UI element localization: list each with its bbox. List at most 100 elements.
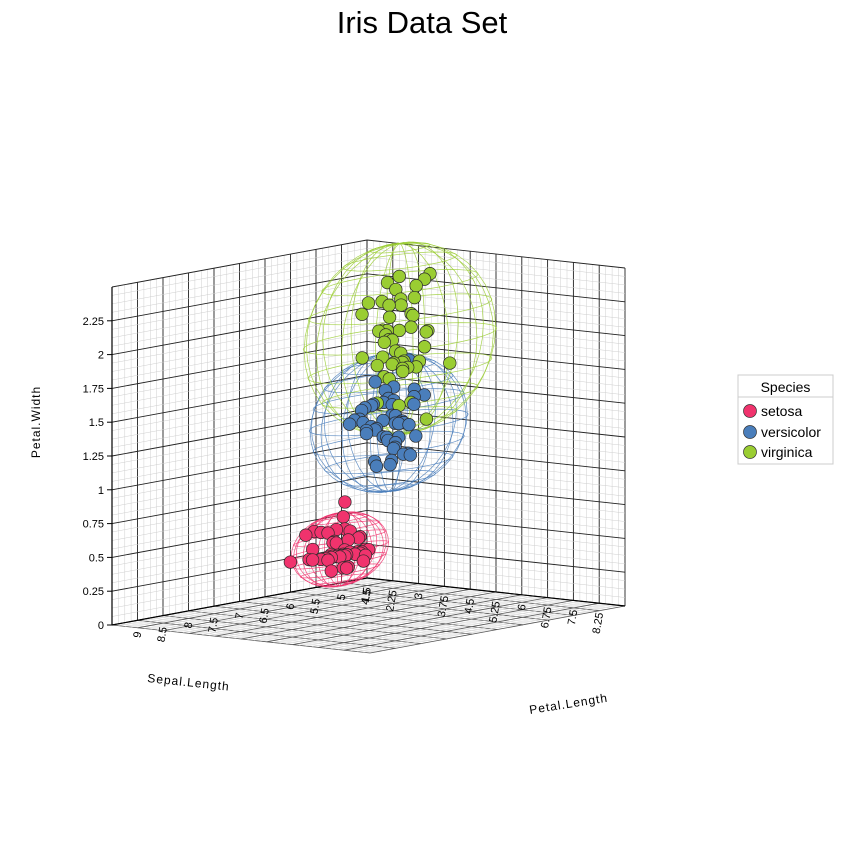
grid-line-right-wall [366, 459, 626, 488]
grid-line-floor [363, 605, 619, 653]
ellipsoid-wire-versicolor [341, 353, 389, 493]
grid-line-floor [240, 591, 497, 640]
legend-marker-versicolor [743, 425, 757, 439]
grid-line-right-wall [366, 467, 626, 497]
data-point-versicolor [403, 448, 417, 462]
data-point-virginica [382, 310, 397, 324]
chart-title: Iris Data Set [337, 5, 508, 40]
grid-line-floor [305, 598, 561, 647]
z-tick-label: 5.25 [487, 600, 503, 623]
x-tick-label: 7 [234, 612, 247, 620]
grid-line-floor [318, 600, 574, 648]
grid-line-left-wall [111, 467, 368, 516]
data-point-setosa [356, 554, 371, 568]
data-point-virginica [370, 358, 384, 373]
data-point-setosa [305, 553, 320, 567]
grid-line-left-wall [111, 366, 368, 415]
y-tick-label: 1.75 [83, 383, 104, 395]
data-point-virginica [355, 351, 369, 365]
z-tick-label: 6.75 [539, 606, 555, 629]
grid-line-left-wall [111, 391, 368, 440]
y-tick-label: 1.25 [83, 451, 104, 463]
grid-line-floor [150, 582, 406, 630]
x-tick-label: 8.5 [155, 626, 169, 643]
grid-line-left-wall [111, 560, 368, 609]
grid-line-right-wall [366, 374, 626, 404]
grid-line-left-wall [111, 501, 368, 550]
y-tick-label: 2 [98, 350, 104, 362]
grid-line-floor [170, 584, 426, 632]
z-tick-label: 4.5 [463, 598, 477, 615]
grid-line-left-wall [111, 476, 368, 525]
z-tick-label: 7.5 [566, 609, 580, 626]
grid-line-floor [189, 586, 445, 634]
z-tick-label: 6 [516, 603, 529, 611]
data-point-virginica [404, 320, 418, 334]
y-tick-label: 0 [98, 620, 104, 632]
data-point-versicolor [359, 426, 374, 441]
grid-line-floor [228, 590, 484, 638]
grid-line-floor [215, 588, 471, 637]
grid-line-floor [253, 593, 509, 641]
grid-line-right-wall [366, 493, 626, 522]
y-tick-label: 1.5 [89, 417, 104, 429]
ellipsoid-wire-virginica [399, 242, 497, 435]
z-tick-label: 8.25 [591, 612, 607, 635]
grid-line-left-wall [111, 340, 368, 389]
grid-line-left-wall [111, 290, 368, 338]
grid-line-right-wall [366, 484, 626, 514]
grid-line-right-wall [366, 256, 626, 286]
x-tick-label: 5 [336, 593, 349, 601]
grid-line-left-wall [111, 442, 368, 491]
ellipsoid-wire-setosa [324, 512, 340, 587]
z-tick-label: 1.5 [359, 586, 373, 603]
data-point-setosa [339, 561, 354, 575]
ellipsoid-wire-setosa [339, 511, 387, 587]
data-point-virginica [392, 269, 406, 284]
ellipsoid-wire-virginica [399, 242, 494, 435]
data-point-setosa [338, 495, 352, 509]
grid-line-floor [163, 583, 419, 631]
data-point-virginica [419, 325, 433, 339]
grid-line-floor [344, 602, 600, 651]
grid-line-left-wall [111, 332, 368, 381]
x-tick-label: 6.5 [257, 607, 271, 624]
ellipsoid-wire-virginica [399, 241, 484, 435]
data-point-setosa [324, 564, 338, 578]
grid-line-floor [279, 596, 535, 644]
grid-line-right-wall [366, 408, 626, 438]
grid-line-left-wall [111, 273, 368, 322]
data-point-virginica [417, 340, 432, 354]
grid-line-floor [357, 604, 613, 652]
y-tick-label: 2.25 [83, 316, 104, 328]
legend-label-versicolor: versicolor [761, 424, 821, 440]
x-tick-label: 6 [285, 603, 298, 611]
y-tick-label: 0.5 [89, 552, 104, 564]
y-tick-label: 1 [98, 485, 104, 497]
grid-line-right-wall [366, 332, 626, 362]
grid-line-left-wall [111, 239, 368, 288]
grid-line-left-wall [111, 569, 368, 617]
x-tick-label: 7.5 [206, 617, 220, 634]
grid-line-floor [202, 587, 458, 635]
legend-marker-setosa [743, 404, 757, 418]
grid-line-floor [234, 591, 490, 639]
data-point-virginica [407, 290, 422, 305]
x-tick-label: 4.5 [359, 588, 373, 605]
grid-line-left-wall [111, 248, 368, 296]
data-point-versicolor [369, 459, 384, 473]
data-point-virginica [443, 356, 457, 370]
grid-line-left-wall [111, 459, 368, 507]
grid-line-left-wall [111, 265, 368, 313]
data-point-setosa [283, 555, 298, 569]
data-point-virginica [361, 296, 376, 310]
data-point-virginica [396, 364, 410, 379]
data-point-versicolor [409, 429, 423, 443]
grid-line-floor [208, 588, 464, 636]
grid-line-floor [311, 599, 568, 647]
grid-line-floor [273, 595, 529, 643]
data-point-virginica [406, 308, 420, 323]
grid-line-right-wall [366, 265, 626, 294]
grid-line-floor [298, 598, 555, 646]
ellipsoid-wire-versicolor [311, 353, 389, 492]
